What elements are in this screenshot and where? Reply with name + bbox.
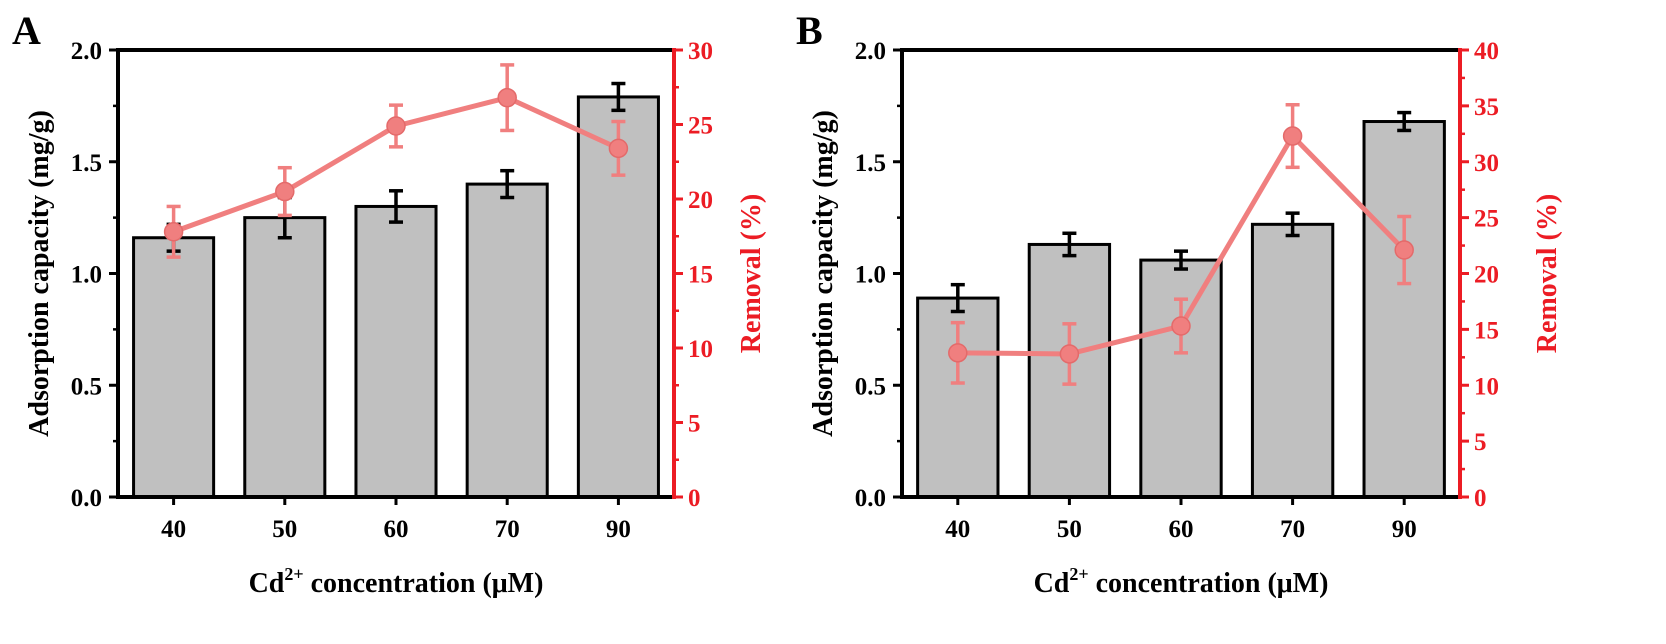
y2-tick-label: 30: [688, 38, 713, 65]
y2-tick-label: 0: [1474, 485, 1487, 512]
removal-point: [1171, 316, 1191, 336]
x-tick-label: 60: [1169, 516, 1194, 543]
removal-point: [608, 138, 629, 159]
x-tick-label: 70: [495, 516, 520, 543]
y2-tick-label: 25: [688, 113, 713, 140]
y2-tick-label: 10: [1474, 373, 1499, 400]
y-tick-label: 0.5: [855, 373, 886, 400]
bar: [1250, 222, 1335, 499]
bar: [1139, 258, 1223, 499]
y2-axis-title: Removal (%): [1532, 194, 1563, 353]
bar: [243, 216, 327, 499]
x-axis-title-sup: 2+: [284, 564, 303, 584]
x-tick-label: 90: [1392, 516, 1417, 543]
removal-point: [1394, 240, 1414, 260]
y2-tick-label: 35: [1474, 94, 1499, 121]
panel-label: B: [796, 8, 823, 53]
removal-point: [497, 87, 517, 108]
y2-tick-label: 25: [1474, 206, 1499, 233]
x-tick-label: 60: [384, 516, 409, 543]
x-tick-label: 40: [945, 516, 970, 543]
y2-tick-label: 15: [688, 262, 713, 289]
panel-a: A 0.0 0.5 1.0 1.5 2.0 0 5 10 15 20 25 30 40 50 60 70 90 Cd…: [12, 8, 767, 599]
bar: [354, 204, 438, 499]
removal-point: [275, 181, 295, 202]
y-tick-label: 1.0: [855, 262, 886, 289]
y2-tick-label: 5: [1474, 429, 1487, 456]
removal-point: [948, 343, 968, 363]
x-axis-title: Cd2+ concentration (μM): [249, 564, 544, 599]
x-tick-label: 50: [272, 516, 297, 543]
x-tick-label: 90: [606, 516, 631, 543]
y2-tick-label: 15: [1474, 317, 1499, 344]
y-tick-label: 0.0: [855, 485, 886, 512]
x-axis-title-rest: concentration (μM): [304, 568, 544, 599]
removal-point: [163, 222, 184, 242]
x-axis-title: Cd2+ concentration (μM): [1034, 564, 1329, 599]
y-tick-label: 2.0: [855, 38, 886, 65]
removal-point: [1282, 126, 1303, 146]
y2-tick-label: 0: [688, 485, 701, 512]
y-axis-title: Adsorption capacity (mg/g): [808, 110, 839, 437]
y2-axis-title: Removal (%): [736, 194, 767, 353]
panel-label: A: [12, 8, 41, 53]
y-tick-label: 1.5: [855, 150, 886, 177]
y-tick-label: 0.0: [71, 485, 102, 512]
x-axis-title-main: Cd: [249, 568, 285, 599]
y2-tick-label: 30: [1474, 150, 1499, 177]
panel-b: B 0.0 0.5 1.0 1.5 2.0 0 5 10 15 20 25 30 35 40 40 50 60 70…: [796, 8, 1563, 599]
y-tick-label: 0.5: [71, 373, 102, 400]
y2-tick-label: 40: [1474, 38, 1499, 65]
y-tick-label: 1.5: [71, 150, 102, 177]
x-axis-title-rest: concentration (μM): [1089, 568, 1329, 599]
removal-point: [1059, 344, 1080, 364]
removal-point: [386, 116, 406, 136]
x-axis-title-sup: 2+: [1069, 564, 1088, 584]
x-tick-label: 50: [1057, 516, 1082, 543]
x-axis-title-main: Cd: [1034, 568, 1070, 599]
y2-tick-label: 5: [688, 411, 701, 438]
y-axis-title: Adsorption capacity (mg/g): [24, 110, 55, 437]
bar: [132, 236, 216, 499]
x-tick-label: 70: [1280, 516, 1305, 543]
bar: [1362, 120, 1446, 499]
y-tick-label: 2.0: [71, 38, 102, 65]
y2-tick-label: 10: [688, 336, 713, 363]
bar: [465, 182, 549, 499]
y2-tick-label: 20: [1474, 262, 1499, 289]
x-tick-label: 40: [161, 516, 186, 543]
y2-tick-label: 20: [688, 187, 713, 214]
y-tick-label: 1.0: [71, 262, 102, 289]
